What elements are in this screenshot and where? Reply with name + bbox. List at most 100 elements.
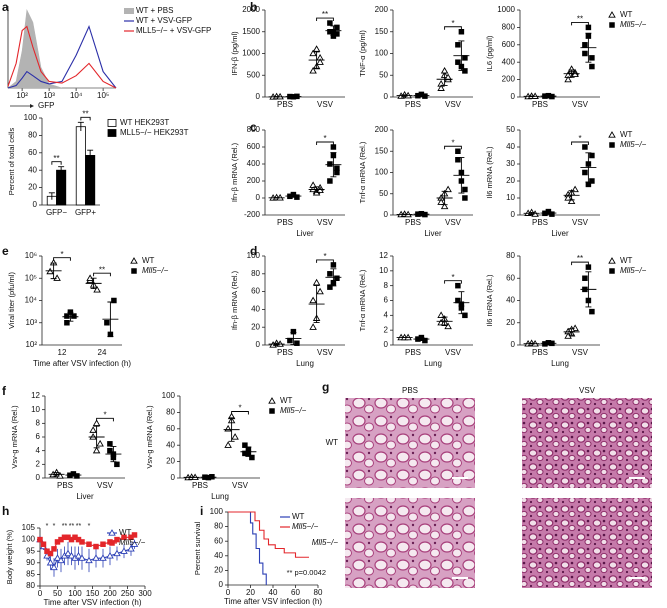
marker <box>309 49 317 57</box>
y-tick-label: 20 <box>214 566 223 575</box>
x-tick-label: 10³ <box>43 91 55 100</box>
histology-image <box>522 398 652 488</box>
x-tick-label: VSV <box>445 348 462 357</box>
marker <box>585 181 592 188</box>
y-tick-label: 0 <box>384 92 389 101</box>
marker <box>93 543 99 550</box>
y-tick-label: 0 <box>511 92 516 101</box>
legend-swatch <box>107 129 117 137</box>
significance-bracket <box>231 411 249 415</box>
column-label: VSV <box>579 386 596 395</box>
marker <box>462 195 468 201</box>
legend-swatch <box>124 8 134 14</box>
marker <box>74 551 83 559</box>
x-axis-label: Liver <box>551 229 569 238</box>
y-tick-label: 80 <box>28 131 37 140</box>
y-tick-label: 100 <box>375 168 389 177</box>
marker <box>334 31 340 37</box>
marker <box>444 185 452 193</box>
marker <box>462 68 468 74</box>
legend-label: Mll5−/− <box>620 266 647 275</box>
marker <box>37 536 43 543</box>
panel-label: h <box>2 504 9 518</box>
marker <box>130 540 139 547</box>
legend-label: WT HEK293T <box>120 118 169 127</box>
significance-label: ** <box>577 254 583 263</box>
significance-label: * <box>238 404 241 413</box>
y-tick-label: 20 <box>506 318 515 327</box>
y-tick-label: 80 <box>166 408 175 417</box>
marker <box>462 186 468 193</box>
y-axis-label: Vsv-g mRNA (Rel.) <box>145 405 154 469</box>
y-tick-label: 10⁵ <box>25 273 37 282</box>
x-tick-label: VSV <box>445 218 462 227</box>
marker <box>100 541 106 547</box>
significance-label: * <box>451 138 454 147</box>
y-tick-label: 12 <box>31 391 40 400</box>
legend-label: MLL5−/− + VSV-GFP <box>136 26 211 35</box>
p-value-annotation: ** p=0.0042 <box>287 568 326 577</box>
y-tick-label: 6 <box>36 432 41 441</box>
x-tick-label: PBS <box>57 481 73 490</box>
y-tick-label: 10 <box>31 405 40 414</box>
y-tick-label: 0 <box>511 210 516 219</box>
legend-label: Mll5−/− <box>620 20 647 29</box>
marker <box>109 540 115 546</box>
legend-label: WT + VSV-GFP <box>136 16 192 25</box>
y-tick-label: 40 <box>214 551 223 560</box>
legend-label: WT <box>142 256 155 265</box>
marker <box>53 554 62 561</box>
significance-bracket <box>316 17 334 22</box>
x-tick-label: PBS <box>532 218 548 227</box>
significance-bracket <box>571 261 589 266</box>
marker <box>589 63 595 70</box>
y-tick-label: 95 <box>26 546 35 555</box>
x-tick-label: PBS <box>277 348 293 357</box>
sd-bar <box>585 32 592 63</box>
marker <box>92 419 101 426</box>
x-tick-label: 200 <box>103 589 117 598</box>
sd-bar <box>330 152 337 178</box>
y-tick-label: 12 <box>379 251 388 260</box>
y-axis-label: Percent of total cells <box>7 127 16 195</box>
y-tick-label: 80 <box>26 581 35 590</box>
marker <box>455 148 461 154</box>
y-tick-label: 40 <box>251 305 260 314</box>
marker <box>455 42 461 48</box>
marker <box>330 144 337 150</box>
y-tick-label: 500 <box>247 70 261 79</box>
legend-label: Mll5−/− <box>292 522 319 531</box>
sd-bar <box>50 262 57 280</box>
significance-bracket <box>571 21 589 26</box>
marker <box>67 551 76 559</box>
y-tick-label: 60 <box>166 424 175 433</box>
sd-bar <box>441 190 448 206</box>
marker <box>437 311 445 318</box>
x-tick-label: PBS <box>405 348 421 357</box>
y-tick-label: 60 <box>28 148 37 157</box>
x-tick-label: 20 <box>246 588 255 597</box>
x-tick-label: PBS <box>277 218 293 227</box>
error-bar <box>58 166 65 174</box>
bar <box>75 126 86 206</box>
marker <box>86 541 92 547</box>
histology-image <box>345 398 475 488</box>
y-tick-label: 40 <box>506 142 515 151</box>
x-tick-label: PBS <box>532 100 548 109</box>
x-tick-label: VSV <box>572 348 589 357</box>
marker <box>46 558 55 566</box>
x-axis-label: GFP <box>38 101 54 110</box>
panel-label: e <box>2 244 9 258</box>
marker <box>53 274 61 281</box>
y-tick-label: 50 <box>379 70 388 79</box>
panel-label: d <box>250 244 257 258</box>
y-tick-label: 1000 <box>497 5 515 14</box>
sd-bar <box>418 213 425 216</box>
significance-label: * <box>53 523 56 530</box>
marker <box>455 59 461 65</box>
y-tick-label: 85 <box>26 570 35 579</box>
y-tick-label: 10³ <box>25 318 37 327</box>
marker <box>309 296 317 304</box>
y-tick-label: 0 <box>511 340 516 349</box>
